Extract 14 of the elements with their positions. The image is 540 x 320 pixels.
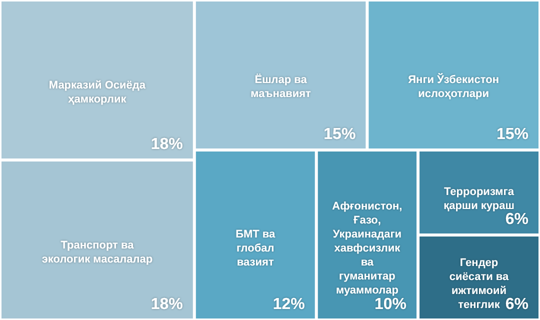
category-label: Марказий Осиёда ҳамкорлик <box>48 80 146 106</box>
category-label: Ёшлар ва маънавият <box>250 72 312 100</box>
data-label: 15% <box>496 126 528 143</box>
data-label: 18% <box>150 296 183 313</box>
data-label: 18% <box>150 136 183 153</box>
data-label: 10% <box>374 296 407 313</box>
category-label: Транспорт ва экологик масалалар <box>42 240 153 266</box>
category-label: Терроризмга қарши кураш <box>444 186 515 212</box>
data-label: 12% <box>272 296 305 313</box>
data-label: 6% <box>505 211 528 228</box>
category-label: БМТ ва глобал вазият <box>236 228 276 268</box>
category-label: Янги Ўзбекистон ислоҳотлари <box>408 72 500 100</box>
data-label: 15% <box>324 126 356 143</box>
category-label: Афғонистон, Ғазо, Украинадаги хавфсизлик ва гуманитар муаммолар <box>332 200 402 296</box>
